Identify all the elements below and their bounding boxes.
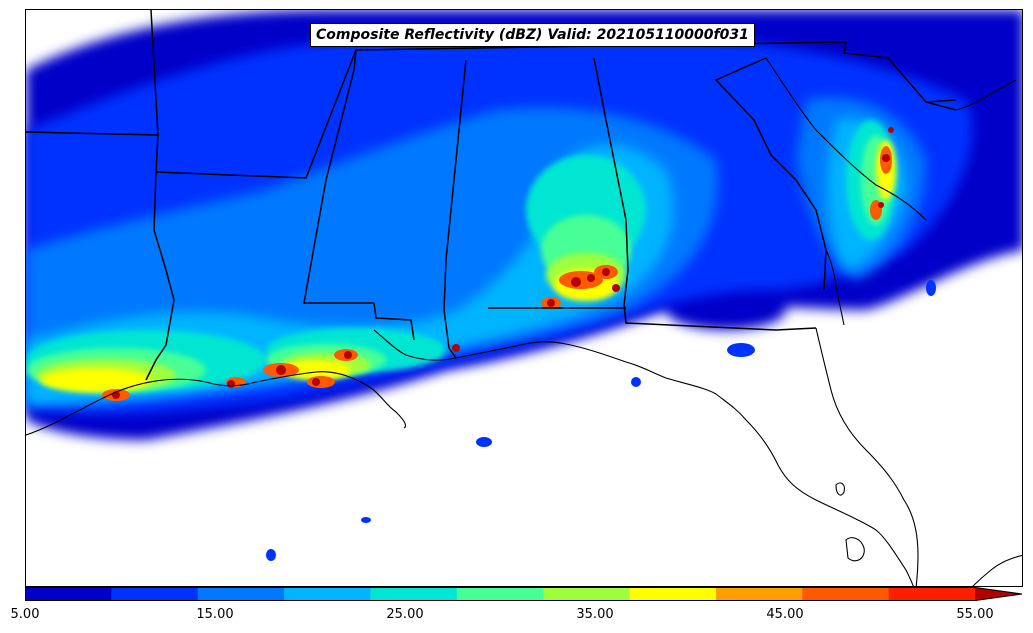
colorbar-tick-label: 35.00	[576, 607, 614, 622]
colorbar-segment	[370, 587, 458, 601]
scattered-showers	[266, 280, 936, 561]
reflectivity-field	[26, 10, 1022, 561]
colorbar-segment	[456, 587, 544, 601]
colorbar-tick-label: 45.00	[766, 607, 804, 622]
colorbar-segment	[111, 587, 199, 601]
colorbar-segment	[543, 587, 631, 601]
map-title: Composite Reflectivity (dBZ) Valid: 2021…	[310, 23, 755, 47]
colorbar-outline	[25, 587, 1023, 601]
colorbar-segment	[715, 587, 803, 601]
colorbar-tick-label: 25.00	[386, 607, 424, 622]
colorbar-tick-label: 55.00	[956, 607, 994, 622]
colorbar-segment	[284, 587, 371, 601]
colorbar-segment	[888, 587, 976, 601]
colorbar-segment	[197, 587, 285, 601]
colorbar-segment	[25, 587, 112, 601]
colorbar-tick-label: 15.00	[196, 607, 234, 622]
reflectivity-map	[26, 10, 1022, 586]
colorbar-segment	[802, 587, 890, 601]
map-panel: Composite Reflectivity (dBZ) Valid: 2021…	[25, 9, 1023, 587]
colorbar-segment	[629, 587, 717, 601]
colorbar	[25, 587, 1023, 601]
colorbar-extend-arrow	[975, 587, 1022, 601]
colorbar-tick-label: 5.00	[10, 607, 40, 622]
coastline	[26, 57, 1022, 586]
